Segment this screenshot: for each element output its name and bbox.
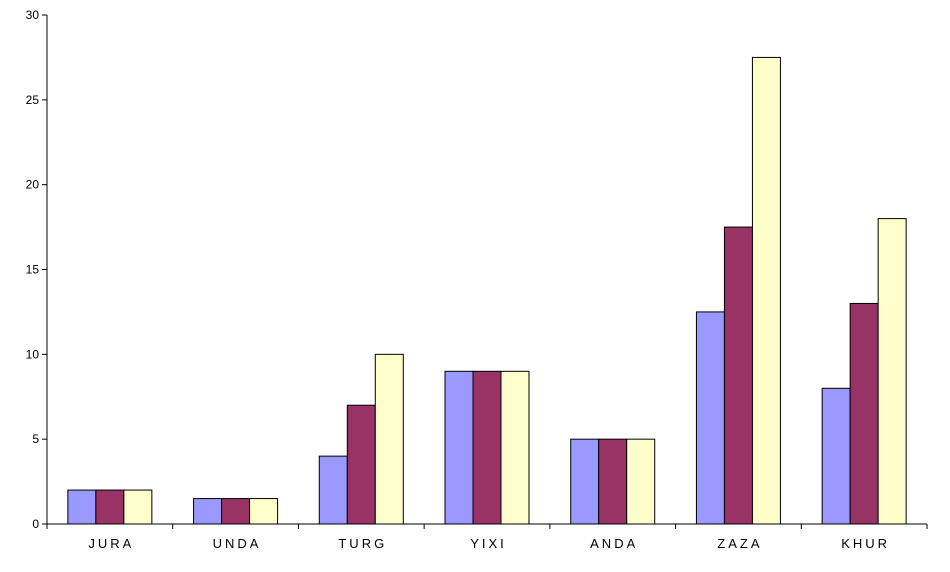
y-tick-label: 30: [26, 8, 40, 22]
y-tick-label: 20: [26, 178, 40, 192]
x-tick-label-anda: ANDA: [590, 536, 638, 551]
bar-yixi-series-1: [444, 370, 474, 525]
x-tick-label-turg: TURG: [338, 536, 387, 551]
bar-unda-series-3: [249, 498, 279, 525]
bars-layer: [67, 56, 907, 525]
x-tick-label-zaza: ZAZA: [717, 536, 762, 551]
y-tick-label: 0: [32, 517, 39, 531]
x-tick-label-khur: KHUR: [841, 536, 890, 551]
bar-zaza-series-2: [723, 226, 753, 525]
bar-khur-series-2: [849, 302, 879, 525]
bar-turg-series-2: [346, 404, 376, 525]
bar-jura-series-3: [123, 489, 153, 525]
bar-zaza-series-1: [695, 311, 725, 525]
axes-layer: [42, 14, 928, 529]
bar-anda-series-2: [598, 438, 628, 525]
bar-anda-series-3: [626, 438, 656, 525]
y-tick-label: 25: [26, 93, 40, 107]
x-tick-label-yixi: YIXI: [470, 536, 507, 551]
bar-khur-series-3: [877, 218, 907, 525]
labels-layer: 0 5 10 15 20 25 30 JURA UNDA TURG YIXI ANDA ZAZA KHUR: [26, 8, 890, 551]
y-tick-label: 5: [32, 432, 39, 446]
bar-yixi-series-3: [500, 370, 530, 525]
x-tick-label-jura: JURA: [88, 536, 134, 551]
bar-turg-series-3: [374, 353, 404, 525]
bar-turg-series-1: [318, 455, 348, 525]
bar-zaza-series-3: [751, 56, 781, 525]
y-tick-label: 10: [26, 347, 40, 361]
bar-khur-series-1: [821, 387, 851, 525]
bar-anda-series-1: [570, 438, 600, 525]
y-tick-label: 15: [26, 263, 40, 277]
bar-yixi-series-2: [472, 370, 502, 525]
bar-jura-series-1: [67, 489, 97, 525]
bar-unda-series-1: [193, 498, 223, 525]
bar-unda-series-2: [221, 498, 251, 525]
x-tick-label-unda: UNDA: [213, 536, 262, 551]
bar-jura-series-2: [95, 489, 125, 525]
